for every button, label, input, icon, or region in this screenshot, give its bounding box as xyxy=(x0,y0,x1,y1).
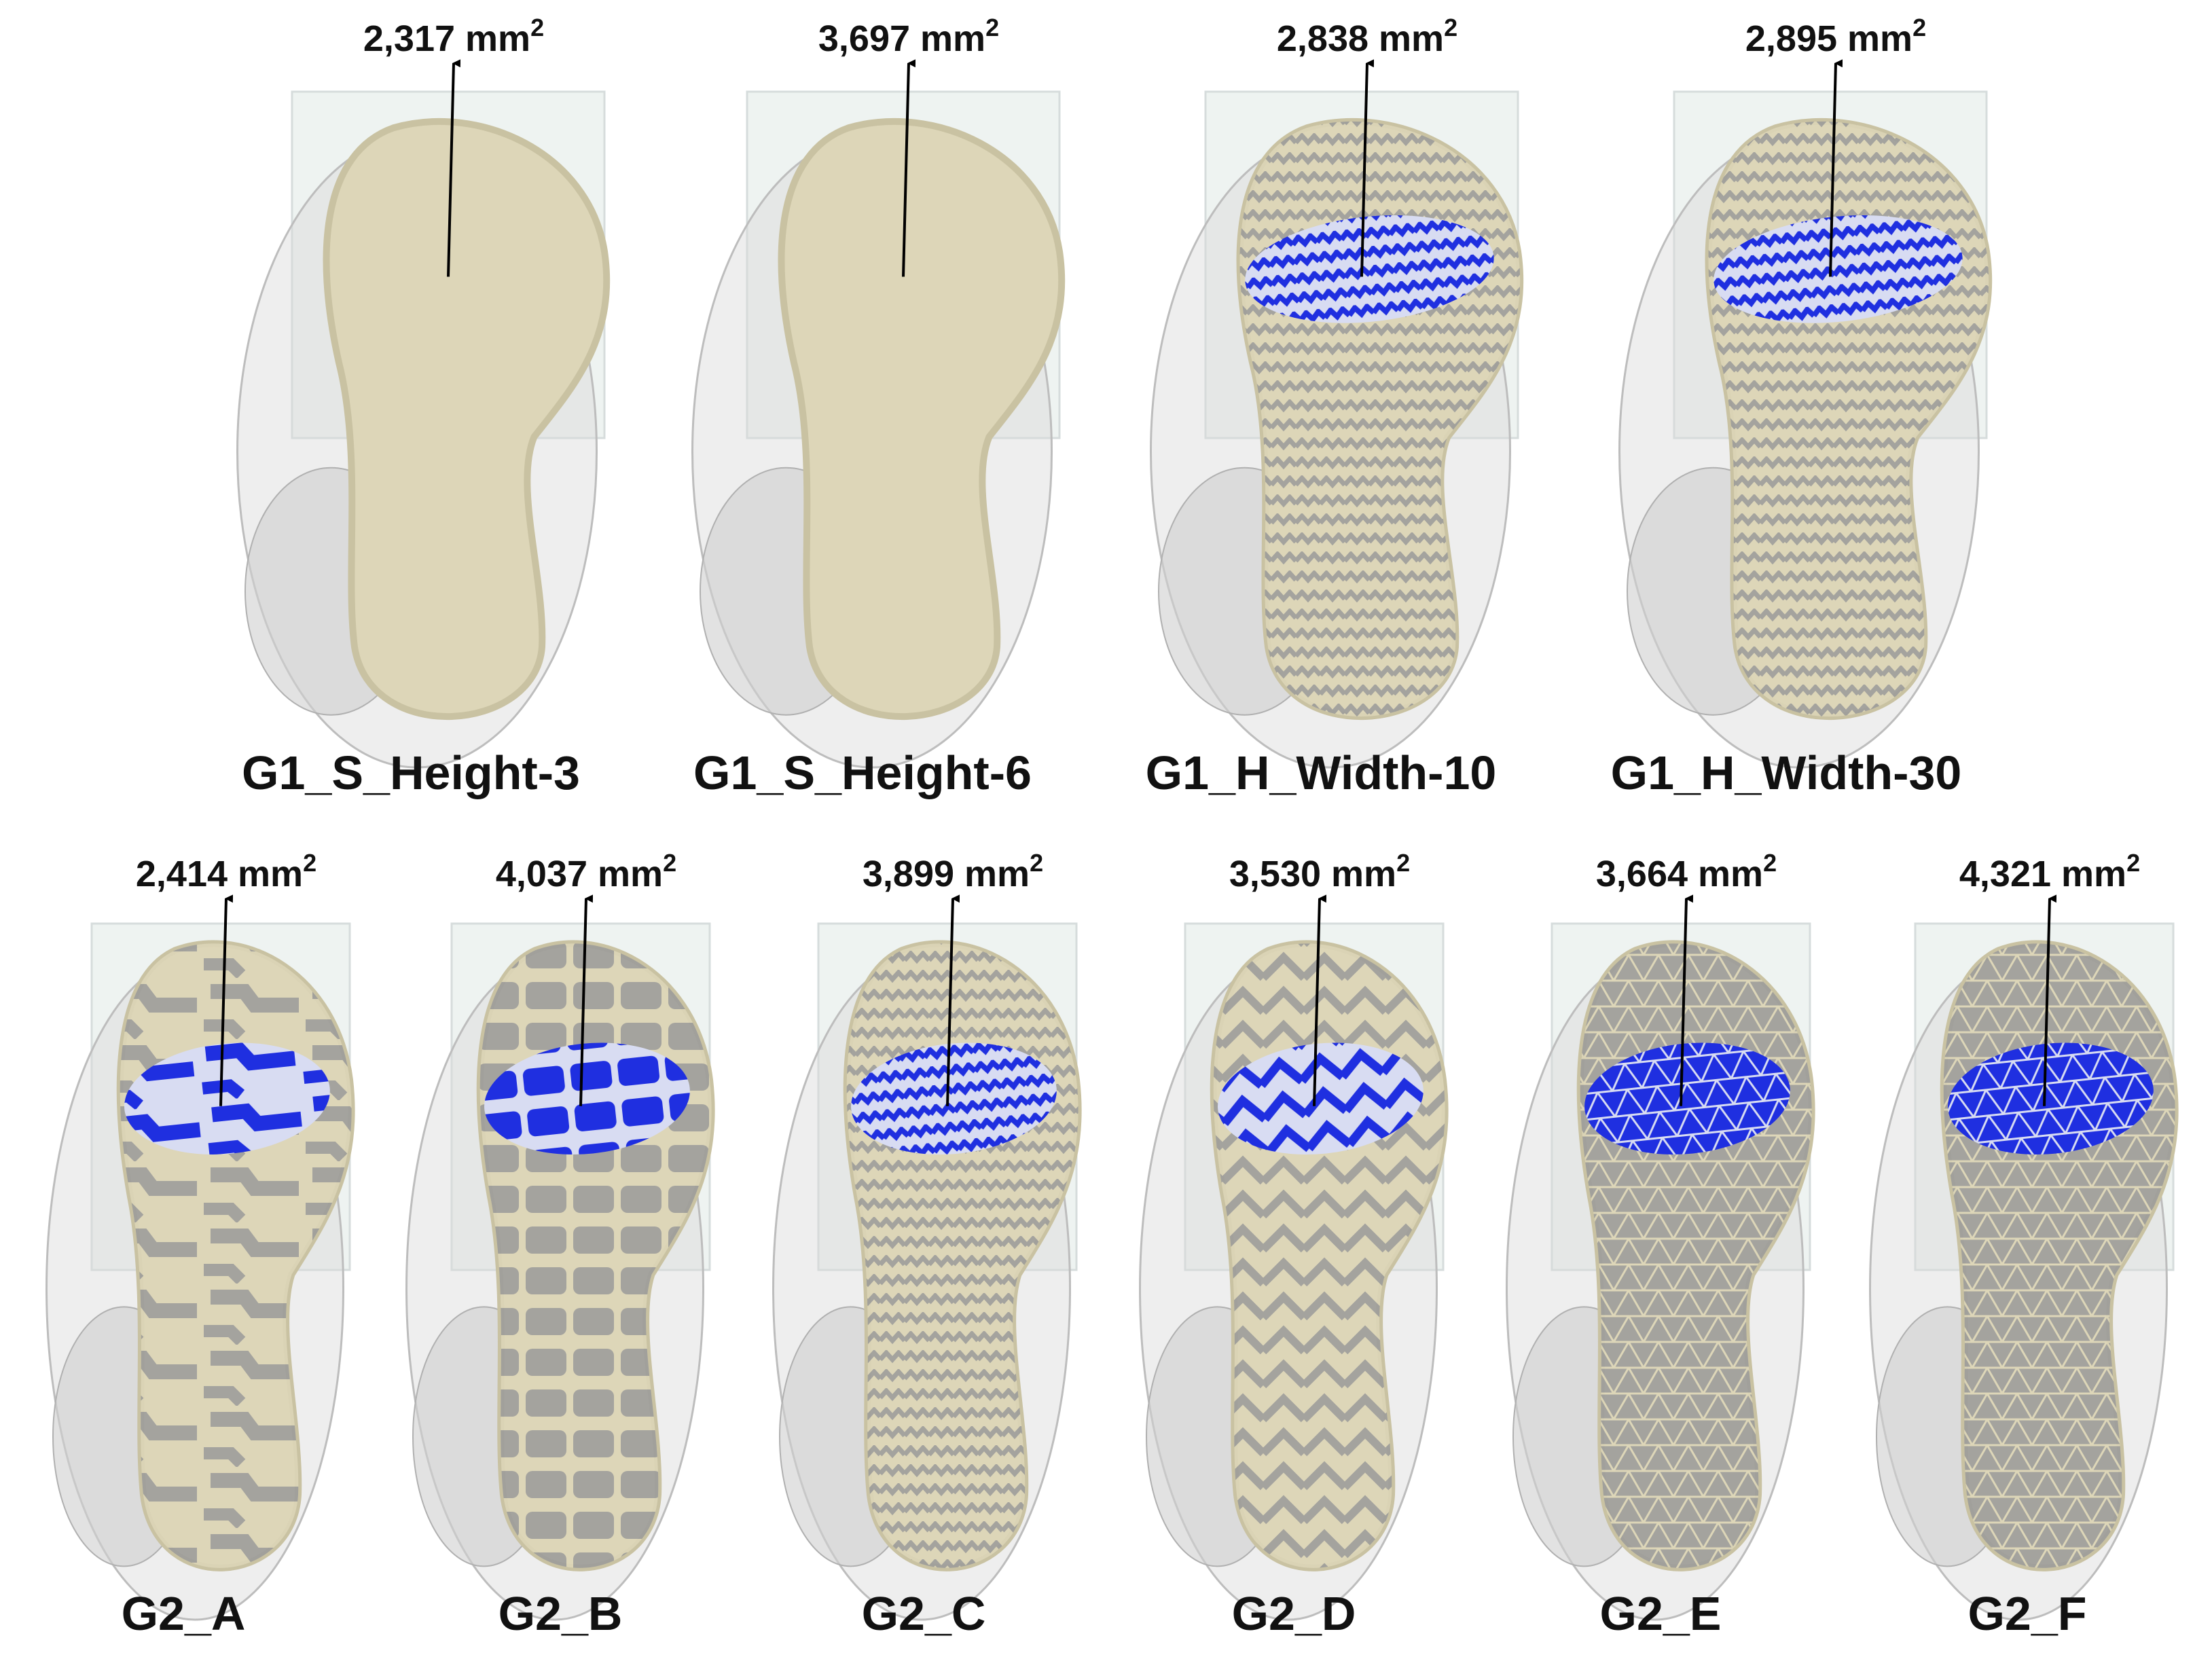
annotation-arrow xyxy=(579,894,594,1106)
contact-area-value: 4,321 mm2 xyxy=(1959,849,2140,894)
contact-area-region xyxy=(851,1042,1057,1155)
panel-G1_S_Height-3: 2,317 mm2 G1_S_Height-3 xyxy=(236,14,611,799)
contact-area-region xyxy=(1245,215,1494,323)
unit-superscript: 2 xyxy=(985,14,999,41)
panel-G2_F: 4,321 mm2 G2_F xyxy=(1869,849,2179,1640)
unit-superscript: 2 xyxy=(303,849,316,877)
unit-superscript: 2 xyxy=(2126,849,2140,877)
panel-G2_E: 3,664 mm2 G2_E xyxy=(1506,849,1815,1640)
panel-G1_S_Height-6: 3,697 mm2 G1_S_Height-6 xyxy=(691,14,1066,799)
unit-superscript: 2 xyxy=(663,849,676,877)
unit-superscript: 2 xyxy=(1396,849,1410,877)
contact-area-region xyxy=(1584,1042,1790,1155)
unit-superscript: 2 xyxy=(1444,14,1457,41)
unit-superscript: 2 xyxy=(1763,849,1777,877)
annotation-arrow xyxy=(219,894,234,1106)
contact-area-value: 3,899 mm2 xyxy=(863,849,1043,894)
outsole-edge xyxy=(323,117,611,721)
unit-superscript: 2 xyxy=(1912,14,1926,41)
contact-area-value: 2,414 mm2 xyxy=(136,849,316,894)
annotation-arrow xyxy=(902,59,916,277)
annotation-arrow xyxy=(1313,894,1327,1106)
pattern-name-label: G2_F xyxy=(1968,1587,2086,1640)
contact-area-region xyxy=(1714,215,1963,323)
panel-G1_H_Width-10: 2,838 mm2 G1_H_Width-10 xyxy=(1146,14,1524,799)
panel-G2_D: 3,530 mm2 G2_D xyxy=(1139,849,1449,1640)
pattern-name-label: G1_H_Width-10 xyxy=(1146,746,1497,799)
contact-area-region xyxy=(1218,1042,1424,1155)
contact-area-value: 4,037 mm2 xyxy=(496,849,676,894)
outsole-edge xyxy=(778,117,1066,721)
panel-G1_H_Width-30: 2,895 mm2 G1_H_Width-30 xyxy=(1611,14,1993,799)
contact-area-value: 2,317 mm2 xyxy=(363,14,544,59)
pattern-name-label: G2_B xyxy=(498,1587,623,1640)
pattern-name-label: G1_H_Width-30 xyxy=(1611,746,1962,799)
contact-area-value: 3,664 mm2 xyxy=(1596,849,1777,894)
unit-superscript: 2 xyxy=(1030,849,1043,877)
annotation-arrow xyxy=(2043,894,2057,1106)
contact-area-value: 2,838 mm2 xyxy=(1277,14,1457,59)
contact-area-region xyxy=(124,1042,330,1155)
pattern-name-label: G2_A xyxy=(122,1587,246,1640)
annotation-arrow xyxy=(447,59,461,277)
contact-area-value: 3,530 mm2 xyxy=(1229,849,1410,894)
contact-area-region xyxy=(484,1042,690,1155)
annotation-arrow xyxy=(946,894,960,1106)
pattern-name-label: G1_S_Height-3 xyxy=(242,746,580,799)
contact-area-value: 3,697 mm2 xyxy=(818,14,999,59)
annotation-arrow xyxy=(1360,59,1375,277)
contact-area-value: 2,895 mm2 xyxy=(1745,14,1926,59)
pattern-name-label: G2_E xyxy=(1600,1587,1722,1640)
unit-superscript: 2 xyxy=(530,14,544,41)
pattern-name-label: G1_S_Height-6 xyxy=(693,746,1032,799)
annotation-arrow xyxy=(1680,894,1694,1106)
panel-G2_C: 3,899 mm2 G2_C xyxy=(772,849,1082,1640)
annotation-arrow xyxy=(1829,59,1843,277)
panel-G2_B: 4,037 mm2 G2_B xyxy=(405,849,715,1640)
contact-area-region xyxy=(1948,1042,2154,1155)
pattern-name-label: G2_D xyxy=(1232,1587,1356,1640)
pattern-name-label: G2_C xyxy=(862,1587,986,1640)
panel-G2_A: 2,414 mm2 G2_A xyxy=(46,849,355,1640)
